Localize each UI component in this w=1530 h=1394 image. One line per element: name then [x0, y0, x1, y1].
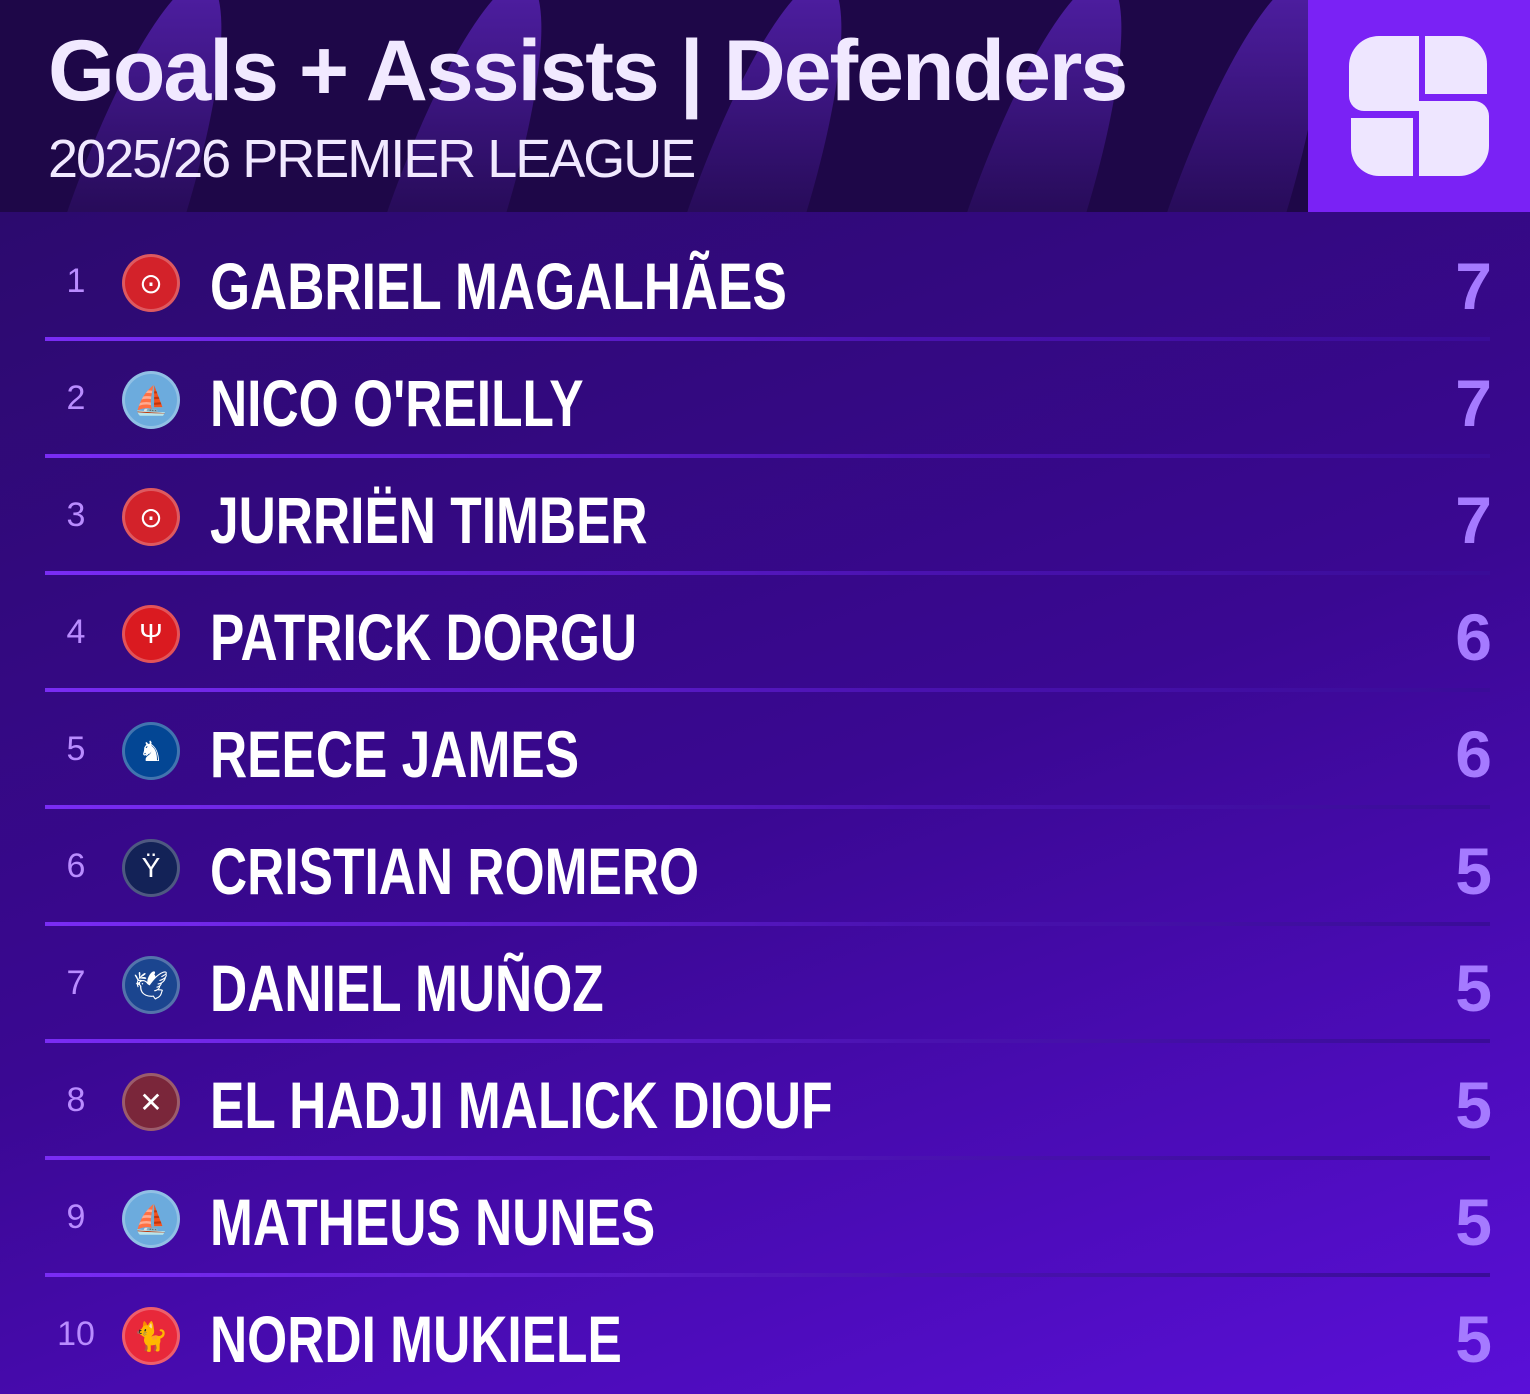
rank: 1: [66, 262, 86, 300]
rank: 4: [66, 613, 86, 651]
rank: 10: [57, 1315, 95, 1353]
rank: 6: [66, 847, 86, 885]
rank: 8: [66, 1081, 86, 1119]
goals-assists-value: 7: [1455, 366, 1492, 440]
rank: 3: [66, 496, 86, 534]
row-divider: [45, 571, 1490, 575]
row-divider: [45, 805, 1490, 809]
rank: 7: [66, 964, 86, 1002]
arsenal-cannon-icon: ⊙: [122, 488, 180, 546]
leaderboard-row: 9 ⛵ MATHEUS NUNES 5: [0, 1160, 1530, 1277]
player-name: REECE JAMES: [210, 717, 580, 791]
man-city-ship-icon: ⛵: [122, 371, 180, 429]
leaderboard-row: 4 Ψ PATRICK DORGU 6: [0, 575, 1530, 692]
player-name: JURRIËN TIMBER: [210, 483, 648, 557]
player-name: GABRIEL MAGALHÃES: [210, 249, 787, 323]
rank: 2: [66, 379, 86, 417]
player-name: PATRICK DORGU: [210, 600, 638, 674]
leaderboard-row: 5 ♞ REECE JAMES 6: [0, 692, 1530, 809]
rank: 5: [66, 730, 86, 768]
brand-logo: [1308, 0, 1530, 212]
leaderboard-row: 2 ⛵ NICO O'REILLY 7: [0, 341, 1530, 458]
row-divider: [45, 1039, 1490, 1043]
goals-assists-value: 5: [1455, 951, 1492, 1025]
player-name: MATHEUS NUNES: [210, 1185, 656, 1259]
s-logo-icon: [1349, 36, 1489, 176]
goals-assists-value: 6: [1455, 717, 1492, 791]
goals-assists-value: 5: [1455, 834, 1492, 908]
row-divider: [45, 922, 1490, 926]
man-city-ship-icon: ⛵: [122, 1190, 180, 1248]
arsenal-cannon-icon: ⊙: [122, 254, 180, 312]
leaderboard-row: 7 🕊 DANIEL MUÑOZ 5: [0, 926, 1530, 1043]
row-divider: [45, 337, 1490, 341]
row-divider: [45, 1273, 1490, 1277]
chelsea-lion-icon: ♞: [122, 722, 180, 780]
west-ham-hammers-icon: ✕: [122, 1073, 180, 1131]
leaderboard-row: 8 ✕ EL HADJI MALICK DIOUF 5: [0, 1043, 1530, 1160]
crystal-palace-eagle-icon: 🕊: [122, 956, 180, 1014]
goals-assists-value: 5: [1455, 1068, 1492, 1142]
goals-assists-value: 5: [1455, 1185, 1492, 1259]
goals-assists-value: 5: [1455, 1302, 1492, 1376]
leaderboard: 1 ⊙ GABRIEL MAGALHÃES 7 2 ⛵ NICO O'REILL…: [0, 212, 1530, 1394]
row-divider: [45, 454, 1490, 458]
sunderland-cat-icon: 🐈: [122, 1307, 180, 1365]
rank: 9: [66, 1198, 86, 1236]
page-subtitle: 2025/26 PREMIER LEAGUE: [48, 129, 696, 189]
tottenham-cockerel-icon: Ÿ: [122, 839, 180, 897]
player-name: NICO O'REILLY: [210, 366, 584, 440]
leaderboard-row: 6 Ÿ CRISTIAN ROMERO 5: [0, 809, 1530, 926]
player-name: EL HADJI MALICK DIOUF: [210, 1068, 833, 1142]
goals-assists-value: 6: [1455, 600, 1492, 674]
man-utd-trident-icon: Ψ: [122, 605, 180, 663]
player-name: CRISTIAN ROMERO: [210, 834, 700, 908]
flame-decoration: [1157, 0, 1308, 212]
row-divider: [45, 1156, 1490, 1160]
row-divider: [45, 688, 1490, 692]
goals-assists-value: 7: [1455, 483, 1492, 557]
leaderboard-row: 1 ⊙ GABRIEL MAGALHÃES 7: [0, 224, 1530, 341]
player-name: NORDI MUKIELE: [210, 1302, 622, 1376]
leaderboard-row: 10 🐈 NORDI MUKIELE 5: [0, 1277, 1530, 1387]
player-name: DANIEL MUÑOZ: [210, 951, 604, 1025]
header: Goals + Assists | Defenders 2025/26 PREM…: [0, 0, 1308, 212]
leaderboard-row: 3 ⊙ JURRIËN TIMBER 7: [0, 458, 1530, 575]
page-title: Goals + Assists | Defenders: [48, 23, 1128, 119]
goals-assists-value: 7: [1455, 249, 1492, 323]
